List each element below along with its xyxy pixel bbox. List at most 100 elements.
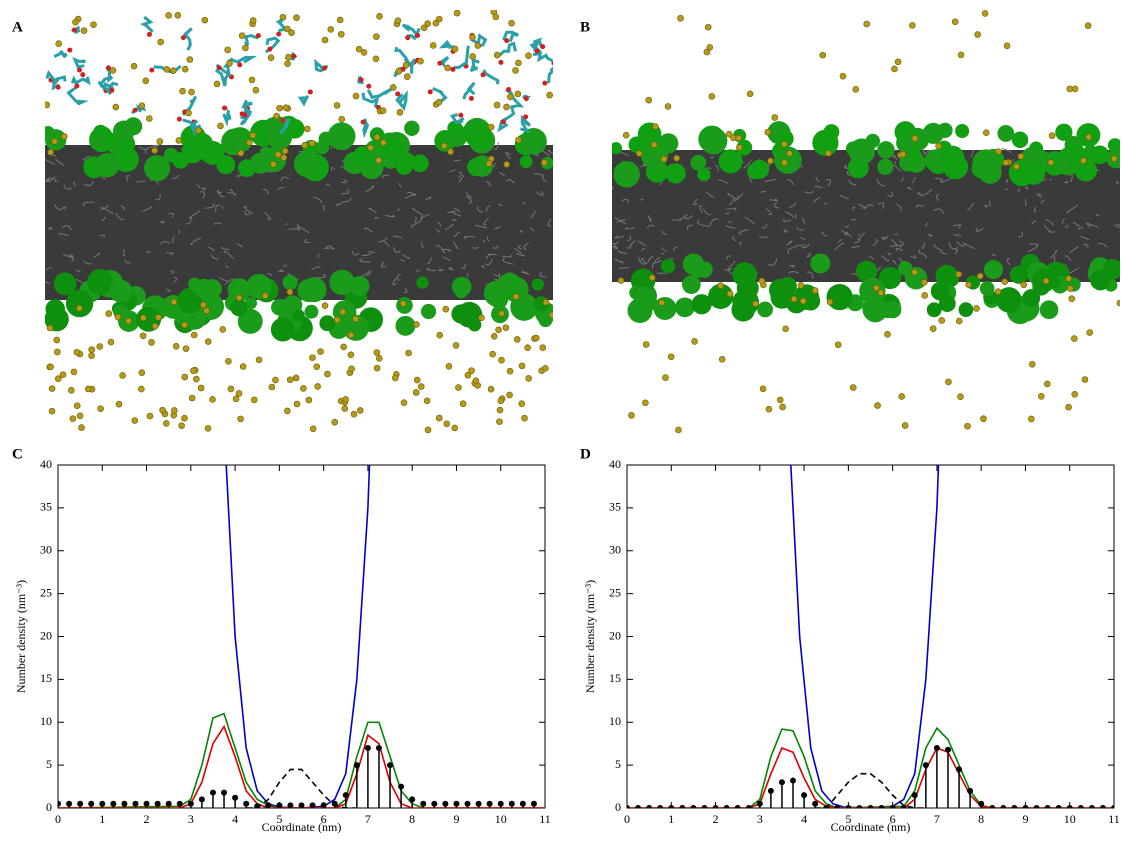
head-group [319, 315, 336, 332]
x-tick-label: 7 [934, 812, 940, 826]
ion [826, 298, 834, 306]
ion [181, 65, 189, 73]
panel-a-render [45, 10, 553, 435]
ion [424, 426, 432, 434]
atom [395, 91, 401, 97]
atom [415, 32, 421, 38]
ion [546, 91, 553, 99]
head-group [1022, 289, 1041, 308]
atom [498, 59, 504, 65]
ion [333, 102, 341, 109]
ion [268, 383, 276, 391]
stem-marker [690, 805, 697, 808]
head-group [183, 132, 211, 159]
atom [146, 31, 152, 37]
head-group [520, 128, 547, 155]
head-group [349, 276, 370, 296]
ion [225, 358, 232, 365]
atom [500, 119, 506, 125]
ion [252, 86, 260, 94]
stem-marker [1033, 805, 1040, 808]
ion [1028, 361, 1036, 368]
ion [227, 385, 235, 393]
molecule [181, 95, 198, 116]
ion [48, 407, 56, 415]
ion [955, 317, 963, 325]
ion [360, 49, 368, 56]
atom [132, 107, 138, 113]
stem-marker [187, 800, 194, 807]
ion [348, 365, 355, 373]
ion [664, 103, 672, 110]
stem-marker [110, 800, 117, 807]
ion [1042, 277, 1050, 285]
ion [429, 42, 437, 49]
ion [309, 354, 316, 361]
ion [675, 426, 682, 434]
ion [185, 109, 192, 117]
stem-marker [154, 800, 161, 807]
ion [373, 133, 381, 141]
y-tick-label: 30 [609, 543, 621, 557]
ion [404, 73, 411, 80]
ion [539, 344, 547, 352]
head-group [194, 278, 215, 299]
ion [492, 13, 500, 21]
plot-data [627, 465, 1114, 808]
atom [534, 48, 540, 54]
ion [506, 93, 514, 101]
series-line [58, 712, 545, 808]
ion [131, 417, 139, 424]
x-tick-label: 3 [188, 812, 194, 826]
ion [786, 150, 793, 157]
ion [485, 160, 493, 167]
stem-marker [265, 802, 272, 808]
ion [1070, 335, 1078, 342]
ion [673, 154, 680, 162]
ion [334, 316, 341, 324]
ion [489, 350, 496, 358]
stem-marker [221, 789, 228, 796]
atom [540, 44, 546, 50]
ion [834, 341, 842, 349]
ion [286, 376, 294, 384]
ion [237, 415, 244, 423]
ion [758, 277, 766, 285]
y-axis-label: Number density (nm⁻³) [583, 580, 597, 693]
stem-marker [911, 792, 918, 799]
ion [181, 373, 189, 381]
atom [267, 46, 273, 52]
head-group [633, 286, 657, 310]
molecule [243, 34, 259, 47]
ion [286, 288, 294, 296]
ion [352, 92, 360, 100]
series-line [627, 746, 1114, 808]
x-tick-label: 4 [801, 812, 807, 826]
x-axis-label: Coordinate (nm) [262, 820, 342, 834]
head-group [750, 159, 770, 179]
molecule [53, 49, 68, 59]
stem-marker [198, 796, 205, 803]
ion [395, 67, 403, 75]
ion [911, 135, 919, 142]
head-group [675, 297, 695, 318]
stem-marker [778, 779, 785, 786]
stem-marker [287, 802, 294, 808]
stem-marker [497, 800, 504, 807]
ion [48, 385, 56, 392]
x-tick-label: 10 [1064, 812, 1076, 826]
molecule [505, 88, 525, 109]
ion [138, 385, 145, 393]
ion [201, 16, 209, 24]
stem-marker [58, 800, 61, 807]
ion [373, 33, 380, 40]
ion [1037, 393, 1045, 400]
ion [898, 393, 906, 400]
head-group [757, 301, 774, 318]
head-group [65, 289, 94, 318]
ion [764, 128, 772, 136]
head-group [1090, 145, 1110, 165]
head-group [112, 120, 135, 143]
head-group [1107, 138, 1120, 153]
stem-marker [77, 800, 84, 807]
